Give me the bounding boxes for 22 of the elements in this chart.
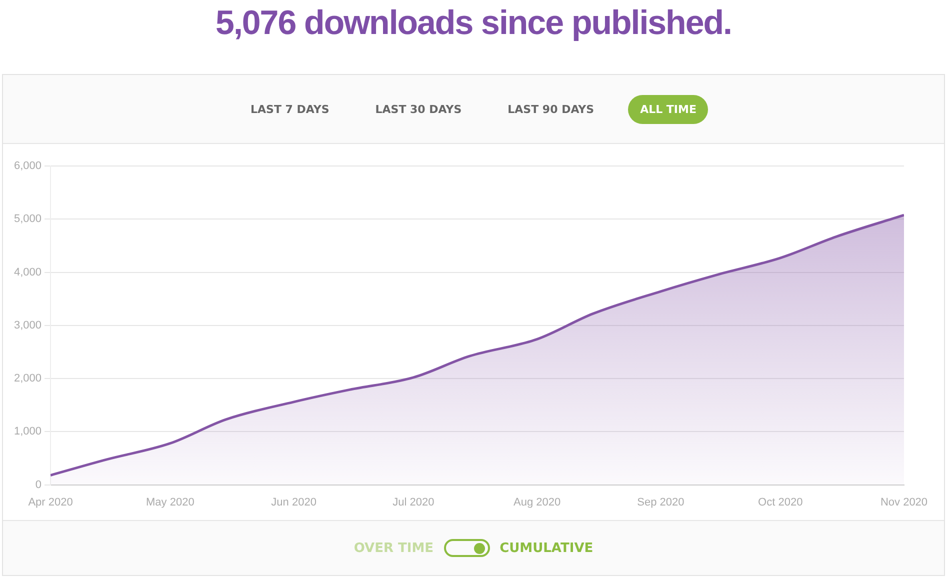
y-tick-label: 1,000 (14, 426, 42, 438)
x-tick-label: Nov 2020 (880, 496, 928, 508)
text: LAST 90 DAYS (506, 102, 596, 118)
chart-title: 5,076 downloads since published. (214, 4, 732, 43)
x-tick-label: Aug 2020 (514, 496, 561, 508)
y-tick-label: 5,000 (14, 213, 42, 226)
x-tick-label: Sep 2020 (637, 496, 684, 508)
y-tick-label: 2,000 (14, 372, 42, 385)
y-tick-label: 4,000 (14, 266, 42, 278)
x-tick-label: Jun 2020 (271, 496, 316, 508)
x-tick-label: Oct 2020 (758, 496, 803, 508)
text: ALL TIME (628, 94, 708, 124)
y-tick-label: 3,000 (14, 319, 42, 332)
x-tick-label: Apr 2020 (28, 496, 73, 508)
text: LAST 7 DAYS (250, 102, 330, 118)
text: CUMULATIVE (500, 540, 594, 556)
y-tick-label: 0 (35, 478, 42, 491)
text: OVER TIME (354, 540, 434, 556)
y-tick-label: 6,000 (14, 160, 42, 172)
text: LAST 30 DAYS (374, 102, 463, 118)
x-tick-label: May 2020 (146, 496, 194, 508)
x-tick-label: Jul 2020 (392, 496, 434, 508)
